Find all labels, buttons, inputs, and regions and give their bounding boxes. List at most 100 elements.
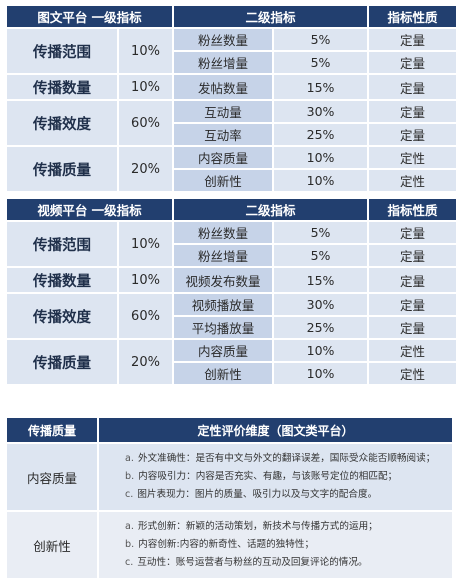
dimension-item: b. 内容吸引力：内容是否充实、有趣，与该账号定位的相匹配； (125, 468, 442, 486)
table-header-row: 视频平台 一级指标 二级指标 指标性质 (7, 199, 457, 220)
level1-name: 传播数量 (7, 268, 117, 292)
indicator-nature: 定性 (369, 363, 457, 384)
table-row: 创新性 10% 定性 (7, 170, 457, 191)
level2-weight: 10% (274, 170, 368, 191)
table-row: 传播范围 10% 粉丝数量 5% 定量 (7, 222, 457, 266)
header-level1: 视频平台 一级指标 (7, 199, 173, 220)
header-quality: 传播质量 (7, 418, 97, 442)
header-level2: 二级指标 (174, 199, 368, 220)
level1-name: 传播质量 (7, 340, 117, 384)
table-row: 内容质量 a. 外文准确性：是否有中文与外文的翻译误差，国际受众能否顺畅阅读； b. 内… (7, 444, 452, 510)
table-row: 传播数量 10% 视频发布数量 15% 定量 (7, 268, 457, 292)
level2-name: 创新性 (174, 363, 273, 384)
table-row: 传播效度 60% 视频播放量 30% 定量 (7, 294, 457, 338)
level1-weight: 20% (119, 147, 173, 191)
video-platform-table-block: 视频平台 一级指标 二级指标 指标性质 传播范围 10% 粉丝数量 5% 定量 粉丝增量 5… (5, 197, 457, 386)
indicator-nature: 定量 (369, 317, 457, 338)
item-text: 互动性：账号运营者与粉丝的互动及回复评论的情况。 (137, 557, 368, 568)
dimension-item: b. 内容创新:内容的新奇性、话题的独特性； (125, 536, 442, 554)
dimension-item: c. 图片表现力：图片的质量、吸引力以及与文字的配合度。 (125, 486, 442, 504)
header-level1: 图文平台 一级指标 (7, 6, 173, 27)
table-row: 粉丝增量 5% 定量 (7, 245, 457, 266)
indicator-nature: 定量 (369, 52, 457, 73)
indicator-nature: 定量 (369, 101, 457, 122)
indicator-nature: 定量 (369, 245, 457, 266)
item-marker: c. (125, 489, 134, 500)
qualitative-dimension-table: 传播质量 定性评价维度（图文类平台） 内容质量 a. 外文准确性：是否有中文与外文的… (5, 416, 454, 580)
level2-weight: 5% (274, 52, 368, 73)
table-row: 平均播放量 25% 定量 (7, 317, 457, 338)
item-text: 图片表现力：图片的质量、吸引力以及与文字的配合度。 (137, 489, 378, 500)
level2-weight: 30% (274, 101, 368, 122)
header-dimension: 定性评价维度（图文类平台） (99, 418, 452, 442)
level1-weight: 60% (119, 294, 173, 338)
level2-name: 粉丝增量 (174, 245, 273, 266)
table-row: 传播质量 20% 内容质量 10% 定性 (7, 340, 457, 384)
level2-weight: 15% (274, 75, 368, 99)
table-row: 创新性 10% 定性 (7, 363, 457, 384)
indicator-nature: 定量 (369, 124, 457, 145)
item-text: 内容吸引力：内容是否充实、有趣，与该账号定位的相匹配； (138, 471, 398, 482)
level2-weight: 10% (274, 363, 368, 384)
dimension-description: a. 外文准确性：是否有中文与外文的翻译误差，国际受众能否顺畅阅读； b. 内容吸引力… (99, 444, 452, 510)
indicator-nature: 定量 (369, 268, 457, 292)
item-text: 形式创新：新颖的活动策划，新技术与传播方式的运用； (137, 521, 378, 532)
level1-weight: 10% (119, 29, 173, 73)
level2-name: 平均播放量 (174, 317, 273, 338)
level2-name: 粉丝数量 (174, 29, 273, 50)
table-row: 粉丝增量 5% 定量 (7, 52, 457, 73)
header-nature: 指标性质 (369, 6, 457, 27)
dimension-item: c. 互动性：账号运营者与粉丝的互动及回复评论的情况。 (125, 554, 442, 572)
graphic-platform-index-table: 图文平台 一级指标 二级指标 指标性质 传播范围 10% 粉丝数量 5% 定量 粉丝增量 5… (5, 4, 458, 193)
level1-name: 传播数量 (7, 75, 117, 99)
quality-dimension-name: 创新性 (7, 512, 97, 578)
level2-weight: 10% (274, 147, 368, 168)
level2-name: 视频发布数量 (174, 268, 273, 292)
level1-name: 传播效度 (7, 294, 117, 338)
indicator-nature: 定量 (369, 294, 457, 315)
header-nature: 指标性质 (369, 199, 457, 220)
level2-weight: 15% (274, 268, 368, 292)
level2-name: 粉丝数量 (174, 222, 273, 243)
level2-weight: 25% (274, 124, 368, 145)
quality-dimension-name: 内容质量 (7, 444, 97, 510)
level2-name: 视频播放量 (174, 294, 273, 315)
level2-name: 粉丝增量 (174, 52, 273, 73)
item-marker: b. (125, 471, 135, 482)
item-marker: c. (125, 557, 134, 568)
level2-weight: 5% (274, 29, 368, 50)
table-header-row: 图文平台 一级指标 二级指标 指标性质 (7, 6, 457, 27)
table-row: 传播数量 10% 发帖数量 15% 定量 (7, 75, 457, 99)
dimension-description: a. 形式创新：新颖的活动策划，新技术与传播方式的运用； b. 内容创新:内容的新奇性… (99, 512, 452, 578)
qualitative-dimension-table-block: 传播质量 定性评价维度（图文类平台） 内容质量 a. 外文准确性：是否有中文与外文的… (5, 416, 454, 580)
level2-name: 发帖数量 (174, 75, 273, 99)
header-level2: 二级指标 (174, 6, 368, 27)
item-marker: b. (125, 539, 135, 550)
level1-weight: 60% (119, 101, 173, 145)
table-row: 互动率 25% 定量 (7, 124, 457, 145)
indicator-nature: 定性 (369, 147, 457, 168)
indicator-nature: 定量 (369, 29, 457, 50)
item-marker: a. (125, 453, 134, 464)
level2-weight: 5% (274, 245, 368, 266)
level2-name: 内容质量 (174, 340, 273, 361)
level2-weight: 30% (274, 294, 368, 315)
table-header-row: 传播质量 定性评价维度（图文类平台） (7, 418, 452, 442)
table-row: 传播效度 60% 互动量 30% 定量 (7, 101, 457, 145)
level1-name: 传播效度 (7, 101, 117, 145)
level1-weight: 10% (119, 222, 173, 266)
level2-name: 内容质量 (174, 147, 273, 168)
level2-name: 互动量 (174, 101, 273, 122)
indicator-nature: 定性 (369, 340, 457, 361)
level2-weight: 10% (274, 340, 368, 361)
item-marker: a. (125, 521, 134, 532)
level2-name: 互动率 (174, 124, 273, 145)
level1-weight: 10% (119, 268, 173, 292)
table-row: 传播质量 20% 内容质量 10% 定性 (7, 147, 457, 191)
graphic-platform-table-block: 图文平台 一级指标 二级指标 指标性质 传播范围 10% 粉丝数量 5% 定量 粉丝增量 5… (5, 4, 457, 193)
item-text: 内容创新:内容的新奇性、话题的独特性； (138, 539, 315, 550)
dimension-item: a. 外文准确性：是否有中文与外文的翻译误差，国际受众能否顺畅阅读； (125, 450, 442, 468)
level1-name: 传播范围 (7, 29, 117, 73)
item-text: 外文准确性：是否有中文与外文的翻译误差，国际受众能否顺畅阅读； (137, 453, 436, 464)
level1-weight: 20% (119, 340, 173, 384)
